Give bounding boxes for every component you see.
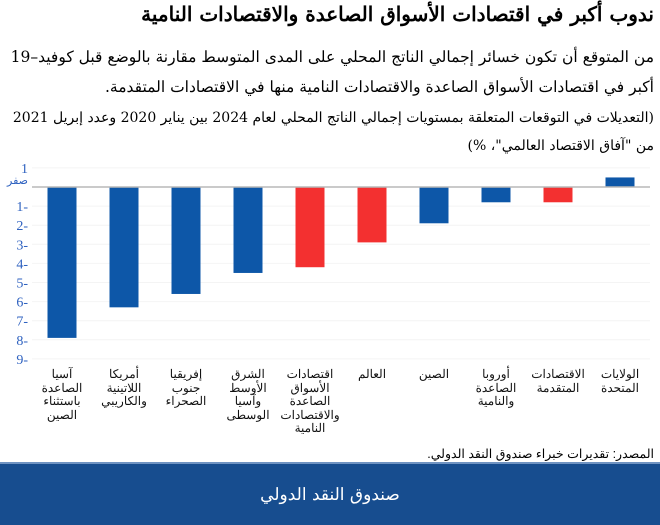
y-tick-label: 4- <box>16 257 28 272</box>
y-tick-label: صفر <box>6 175 28 187</box>
y-tick-label: 6- <box>16 296 28 311</box>
bar <box>233 187 263 273</box>
footer-banner: صندوق النقد الدولي <box>0 462 660 525</box>
y-tick-label: 1- <box>16 200 28 215</box>
footer-text: صندوق النقد الدولي <box>260 484 400 505</box>
bar <box>47 187 77 338</box>
y-tick-label: 7- <box>16 315 28 330</box>
y-tick-label: 2- <box>16 219 28 234</box>
chart-note: (التعديلات في التوقعات المتعلقة بمستويات… <box>12 110 654 154</box>
x-category-label: آسيا الصاعدة باستثناء الصين <box>41 367 83 422</box>
x-category-label: الاقتصادات المتقدمة <box>531 367 585 395</box>
bar <box>481 187 511 203</box>
x-category-label: أوروبا الصاعدة والنامية <box>475 367 517 408</box>
bar <box>605 177 635 187</box>
x-category-label: إفريقيا جنوب الصحراء <box>165 367 207 408</box>
bar <box>419 187 449 224</box>
y-tick-label: 8- <box>16 334 28 349</box>
chart-subtitle: من المتوقع أن تكون خسائر إجمالي الناتج ا… <box>10 48 654 96</box>
x-category-label: الشرق الأوسط وآسيا الوسطى <box>226 367 270 422</box>
bar <box>171 187 201 294</box>
y-tick-label: 1 <box>21 162 28 177</box>
source-note: المصدر: تقديرات خبراء صندوق النقد الدولي… <box>427 447 654 461</box>
bar <box>295 187 325 268</box>
x-category-label: اقتصادات الأسواق الصاعدة والاقتصادات الن… <box>280 367 340 435</box>
y-tick-label: 9- <box>16 353 28 365</box>
bar <box>109 187 139 308</box>
bar <box>357 187 387 243</box>
x-category-label: العالم <box>357 367 387 381</box>
chart-title: ندوب أكبر في اقتصادات الأسواق الصاعدة وا… <box>141 2 654 26</box>
bar <box>543 187 573 203</box>
x-category-label: الولايات المتحدة <box>600 367 640 395</box>
x-category-label: الصين <box>418 367 450 381</box>
x-category-label: أمريكا اللاتينية والكاريبي <box>101 367 147 408</box>
y-tick-label: 3- <box>16 238 28 253</box>
y-tick-label: 5- <box>16 277 28 292</box>
